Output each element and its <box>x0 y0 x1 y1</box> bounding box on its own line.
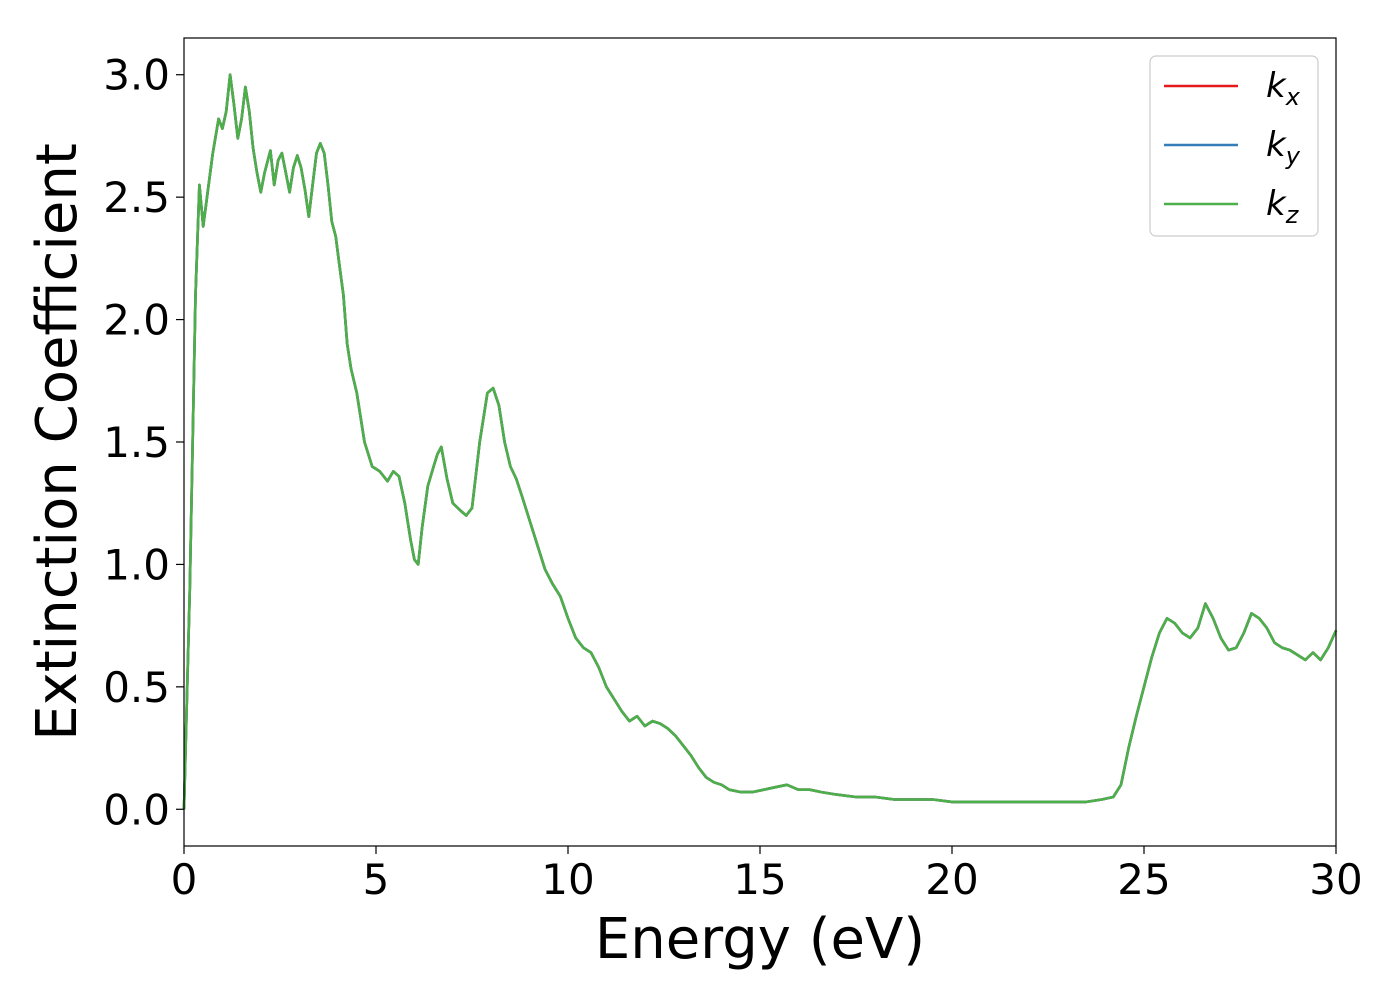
x-tick-label: 5 <box>363 855 390 904</box>
legend-label-kx: kx <box>1266 66 1301 111</box>
legend-label-kz: kz <box>1266 184 1300 229</box>
y-tick-label: 0.0 <box>103 785 170 834</box>
legend-label-ky: ky <box>1266 125 1301 170</box>
x-tick-label: 15 <box>733 855 786 904</box>
y-tick-label: 0.5 <box>103 663 170 712</box>
x-tick-label: 0 <box>171 855 198 904</box>
y-tick-label: 1.0 <box>103 540 170 589</box>
y-tick-label: 2.5 <box>103 173 170 222</box>
x-tick-label: 25 <box>1117 855 1170 904</box>
legend: kx ky kz <box>1149 55 1319 237</box>
x-tick-label: 30 <box>1309 855 1362 904</box>
series-line-kz <box>182 73 1338 810</box>
y-axis-title: Extinction Coefficient <box>25 143 90 741</box>
x-axis: 0 5 10 15 20 25 30 <box>171 846 1363 904</box>
y-tick-label: 3.0 <box>103 51 170 100</box>
x-axis-title: Energy (eV) <box>595 907 925 972</box>
series-layer <box>182 73 1338 810</box>
y-tick-label: 1.5 <box>103 418 170 467</box>
x-tick-label: 20 <box>925 855 978 904</box>
y-axis: 0.0 0.5 1.0 1.5 2.0 2.5 3.0 <box>103 51 184 834</box>
x-tick-label: 10 <box>541 855 594 904</box>
y-tick-label: 2.0 <box>103 296 170 345</box>
